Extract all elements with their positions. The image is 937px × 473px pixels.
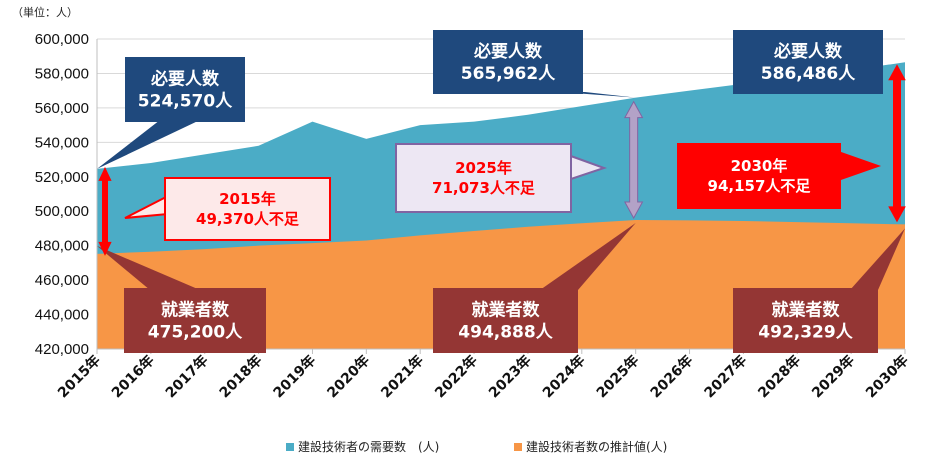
gap-callout-2025-box-inner: [397, 145, 570, 211]
supply-callout-2025-title: 就業者数: [472, 300, 541, 321]
gap-callout-2025-text: 71,073人不足: [432, 179, 536, 197]
x-tick-label: 2021年: [378, 352, 427, 401]
x-tick-label: 2016年: [108, 352, 157, 401]
demand-callout-2015-box: [125, 57, 245, 122]
annotations: 必要人数524,570人必要人数565,962人必要人数586,486人就業者数…: [97, 30, 906, 353]
demand-callout-2015-value: 524,570人: [138, 92, 233, 112]
legend-label-supply: 建設技術者数の推計値(人): [526, 439, 667, 454]
x-axis: 2015年 2016年 2017年 2018年 2019年 2020年 2021年 2022年…: [54, 348, 912, 401]
x-tick-label: 2027年: [701, 352, 750, 401]
y-tick-label: 480,000: [35, 238, 89, 255]
y-tick-label: 420,000: [35, 341, 89, 358]
gap-callout-2030-box-inner: [679, 145, 839, 207]
supply-callout-2015-value: 475,200人: [148, 323, 243, 343]
gap-callout-2015: 2015年 49,370人不足: [124, 177, 331, 241]
y-tick-label: 460,000: [35, 272, 89, 289]
x-tick-label: 2029年: [808, 352, 857, 401]
supply-area: [97, 220, 905, 349]
gap-callout-2025: 2025年 71,073人不足: [395, 143, 608, 213]
gap-arrow-2030: [888, 64, 906, 223]
demand-callout-2025-value: 565,962人: [461, 64, 556, 84]
y-tick-label: 600,000: [35, 31, 89, 48]
supply-callout-2025-box: [433, 288, 578, 353]
demand-callout-2015-pointer: [97, 120, 200, 169]
demand-callout-2030-title: 必要人数: [773, 41, 843, 62]
y-tick-label: 440,000: [35, 307, 89, 324]
legend: 建設技術者の需要数 (人) 建設技術者数の推計値(人): [286, 439, 667, 454]
x-tick-label: 2017年: [162, 352, 211, 401]
legend-swatch-supply: [514, 443, 522, 451]
demand-callout-2025-box: [433, 30, 583, 94]
x-tick-label: 2020年: [324, 352, 373, 401]
legend-swatch-demand: [286, 443, 294, 451]
x-tick-label: 2015年: [54, 352, 103, 401]
y-tick-label: 500,000: [35, 203, 89, 220]
demand-callout-2015-title: 必要人数: [150, 69, 220, 90]
x-tick-label: 2022年: [431, 352, 480, 401]
gap-callout-2030: 2030年 94,157人不足: [677, 143, 882, 209]
supply-callout-2015-title: 就業者数: [161, 300, 230, 321]
gap-callout-2015-text: 49,370人不足: [196, 210, 300, 228]
y-tick-label: 540,000: [35, 134, 89, 151]
demand-callout-2025-title: 必要人数: [473, 41, 543, 62]
x-tick-label: 2024年: [539, 352, 588, 401]
gap-arrow-2015: [98, 166, 112, 256]
supply-callout-2025-pointer: [540, 223, 636, 290]
y-tick-label: 560,000: [35, 100, 89, 117]
x-tick-label: 2026年: [647, 352, 696, 401]
supply-callout-2015-pointer: [97, 245, 200, 290]
x-tick-label: 2030年: [862, 352, 911, 401]
gap-arrow-2025: [624, 100, 644, 220]
gap-callout-2030-text: 94,157人不足: [708, 177, 812, 195]
x-tick-label: 2028年: [755, 352, 804, 401]
demand-callout-2030-box: [733, 30, 883, 94]
supply-callout-2015-box: [124, 288, 266, 353]
legend-label-demand: 建設技術者の需要数 (人): [298, 439, 439, 454]
gap-callout-2030-year: 2030年: [731, 157, 788, 175]
x-tick-label: 2025年: [593, 352, 642, 401]
demand-callout-2030-value: 586,486人: [761, 64, 856, 84]
gap-callout-2025-year: 2025年: [455, 159, 512, 177]
y-tick-label: 580,000: [35, 65, 89, 82]
x-tick-label: 2018年: [216, 352, 265, 401]
gap-callout-2015-box-inner: [166, 179, 329, 239]
supply-callout-2030-box: [733, 288, 878, 353]
supply-callout-2030-value: 492,329人: [758, 323, 853, 343]
supply-callout-2030-pointer: [850, 228, 905, 290]
x-tick-label: 2023年: [485, 352, 534, 401]
supply-callout-2030-title: 就業者数: [772, 300, 841, 321]
supply-callout-2025-value: 494,888人: [458, 323, 553, 343]
unit-label: （単位：人）: [12, 5, 78, 19]
demand-callout-2030-pointer: [880, 50, 905, 63]
y-axis: 420,000 440,000 460,000 480,000 500,000 520,0…: [35, 31, 98, 358]
x-tick-label: 2019年: [270, 352, 319, 401]
gap-callout-2015-year: 2015年: [219, 190, 276, 208]
y-tick-label: 520,000: [35, 169, 89, 186]
